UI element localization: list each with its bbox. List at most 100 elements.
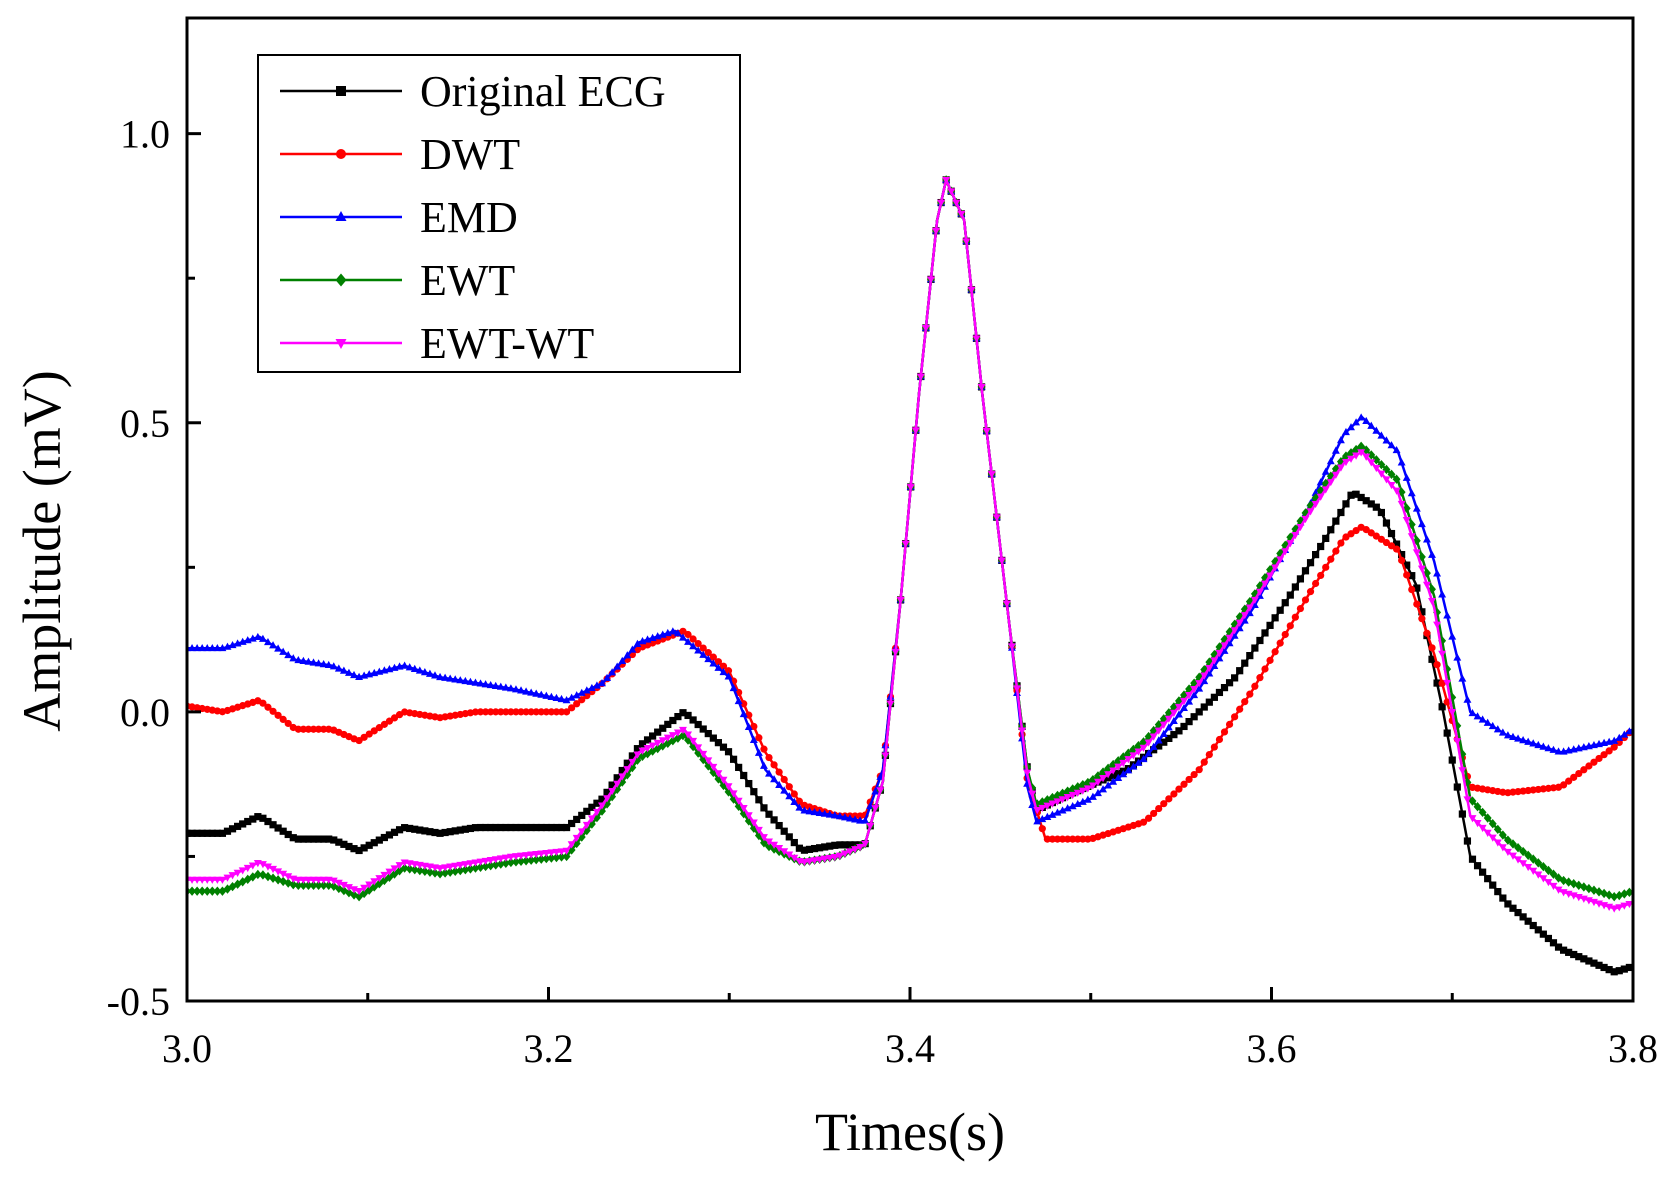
data-point (770, 816, 778, 824)
data-point (431, 828, 439, 837)
data-point (1276, 548, 1285, 559)
data-point (294, 835, 302, 843)
data-point (1312, 551, 1320, 559)
data-point (577, 832, 586, 842)
data-point (552, 708, 561, 716)
data-point (942, 177, 951, 185)
data-point (1524, 863, 1533, 872)
data-point (658, 737, 667, 745)
data-point (1048, 800, 1057, 808)
data-point (795, 797, 803, 805)
data-point (360, 844, 368, 852)
data-point (1418, 615, 1426, 623)
data-point (304, 725, 313, 733)
data-point (1463, 837, 1472, 845)
data-point (744, 812, 753, 820)
data-point (1139, 737, 1148, 747)
data-point (284, 650, 293, 659)
data-point (1114, 756, 1123, 766)
data-point (1169, 716, 1178, 725)
data-point (1058, 835, 1067, 843)
data-point (987, 471, 996, 479)
data-point (385, 831, 394, 839)
data-point (759, 834, 768, 842)
data-point (319, 660, 328, 668)
data-point (689, 716, 697, 724)
data-point (719, 662, 728, 670)
data-point (1478, 715, 1487, 723)
data-point (1402, 503, 1411, 514)
data-point (1514, 908, 1522, 917)
data-point (1392, 540, 1401, 548)
data-point (471, 863, 480, 873)
data-point (800, 806, 809, 814)
data-point (547, 692, 556, 700)
data-point (770, 844, 779, 854)
data-point (719, 743, 728, 751)
data-point (916, 373, 925, 381)
data-point (765, 753, 773, 762)
data-point (365, 841, 373, 849)
data-point (825, 810, 834, 818)
data-point (1377, 470, 1386, 478)
data-point (613, 784, 622, 795)
data-point (400, 661, 409, 669)
data-point (603, 788, 611, 796)
data-point (1367, 450, 1376, 460)
data-point (1514, 734, 1523, 742)
data-point (1519, 736, 1528, 744)
data-point (1564, 877, 1573, 887)
data-point (370, 839, 378, 847)
data-point (1301, 508, 1310, 518)
data-point (1463, 777, 1472, 788)
data-point (750, 788, 758, 796)
data-point (501, 854, 510, 862)
data-point (1271, 564, 1280, 572)
data-point (1610, 743, 1618, 751)
data-point (481, 823, 490, 832)
data-point (1463, 796, 1472, 804)
data-point (1438, 703, 1446, 711)
data-point (517, 856, 525, 866)
data-point (1357, 413, 1366, 421)
data-point (1539, 742, 1548, 750)
data-point (294, 876, 303, 884)
data-point (264, 637, 272, 646)
legend-entry: EWT-WT (280, 319, 594, 368)
data-point (1099, 767, 1108, 777)
data-point (405, 864, 414, 874)
data-point (1468, 708, 1477, 717)
data-point (451, 827, 459, 835)
data-point (1256, 636, 1264, 645)
data-point (1159, 721, 1168, 729)
data-point (1412, 504, 1421, 512)
data-point (1129, 744, 1138, 755)
data-point (476, 823, 485, 832)
data-point (507, 708, 515, 716)
data-point (390, 865, 399, 873)
data-point (1073, 799, 1082, 808)
data-point (1073, 782, 1082, 792)
data-point (1139, 744, 1148, 752)
data-point (1007, 643, 1016, 651)
data-point (1164, 715, 1173, 723)
data-point (1352, 452, 1361, 460)
data-point (420, 866, 429, 877)
data-point (1195, 680, 1204, 688)
data-point (1498, 830, 1507, 840)
data-point (816, 844, 824, 852)
data-point (1534, 926, 1542, 934)
data-point (502, 708, 510, 716)
data-point (729, 755, 738, 763)
data-point (1301, 596, 1310, 604)
data-point (1585, 957, 1593, 965)
data-point (820, 855, 829, 863)
data-point (669, 716, 677, 725)
data-point (193, 643, 202, 652)
data-point (1316, 493, 1325, 501)
data-point (1625, 963, 1633, 972)
data-point (1033, 806, 1042, 815)
data-point (228, 872, 237, 880)
data-point (309, 835, 318, 843)
data-point (264, 817, 272, 826)
